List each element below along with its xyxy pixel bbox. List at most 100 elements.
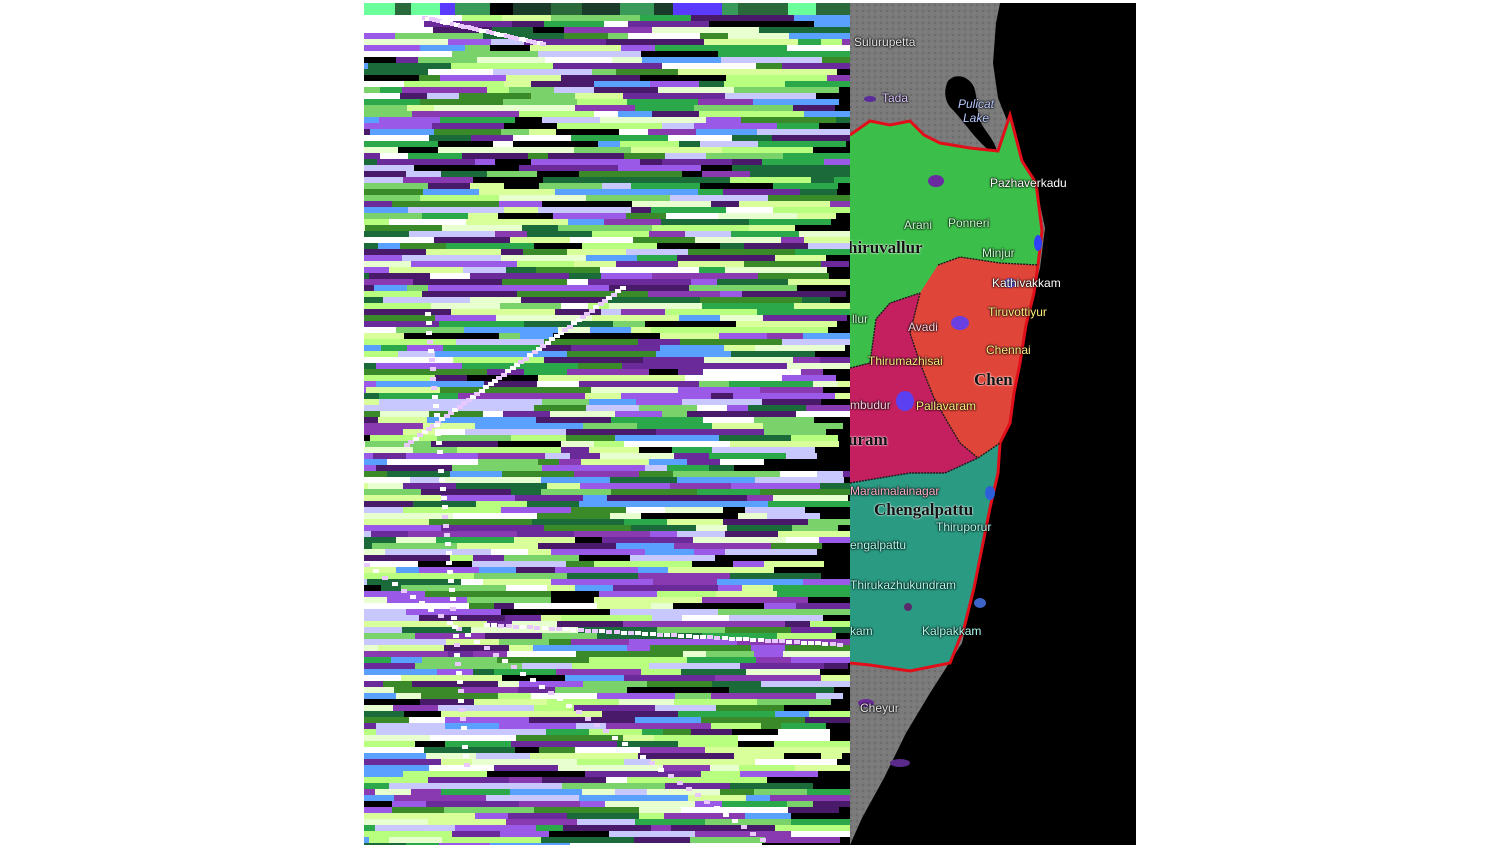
glitch-stripe — [364, 291, 422, 297]
glitch-stripe — [476, 207, 504, 213]
glitch-stripe — [582, 789, 615, 795]
glitch-stripe — [754, 789, 807, 795]
glitch-stripe — [739, 201, 830, 207]
glitch-streak — [472, 27, 478, 31]
glitch-stripe — [623, 93, 725, 99]
glitch-stripe — [575, 93, 623, 99]
glitch-streak — [619, 286, 626, 291]
glitch-stripe — [452, 465, 542, 471]
glitch-stripe — [615, 789, 647, 795]
glitch-stripe — [541, 837, 634, 843]
glitch-stripe — [579, 555, 630, 561]
glitch-stripe — [731, 483, 820, 489]
glitch-stripe — [368, 63, 451, 69]
glitch-stripe — [426, 753, 476, 759]
glitch-stripe — [730, 177, 811, 183]
glitch-stripe — [428, 819, 506, 825]
glitch-streak — [700, 635, 706, 639]
glitch-stripe — [571, 345, 660, 351]
glitch-stripe — [483, 411, 503, 417]
glitch-stripe — [756, 657, 791, 663]
glitch-streak — [692, 634, 699, 639]
glitch-streak — [474, 639, 481, 644]
glitch-stripe — [506, 591, 551, 597]
glitch-stripe — [401, 585, 506, 591]
glitch-stripe — [732, 729, 778, 735]
glitch-streak — [541, 626, 548, 631]
glitch-stripe — [408, 531, 517, 537]
glitch-streak — [454, 23, 460, 27]
glitch-stripe — [770, 51, 850, 57]
glitch-stripe — [796, 411, 850, 417]
glitch-stripe — [534, 243, 582, 249]
glitch-stripe — [617, 741, 678, 747]
glitch-stripe — [364, 645, 378, 651]
glitch-stripe — [441, 525, 544, 531]
glitch-stripe — [512, 621, 557, 627]
glitch-streak — [527, 625, 534, 630]
glitch-stripe — [561, 615, 652, 621]
glitch-streak — [671, 633, 678, 638]
glitch-streak — [676, 780, 683, 785]
glitch-stripe — [802, 297, 830, 303]
glitch-stripe — [364, 15, 462, 21]
glitch-stripe — [474, 699, 547, 705]
glitch-streak — [439, 417, 446, 422]
glitch-stripe — [648, 291, 720, 297]
glitch-stripe — [663, 765, 710, 771]
glitch-stripe — [744, 243, 808, 249]
glitch-stripe — [507, 651, 576, 657]
glitch-stripe — [576, 651, 683, 657]
glitch-streak — [520, 625, 526, 629]
glitch-streak — [520, 671, 527, 676]
glitch-stripe — [453, 357, 544, 363]
glitch-stripe — [594, 441, 624, 447]
glitch-streak — [714, 635, 721, 640]
glitch-streak — [465, 633, 472, 638]
glitch-streak — [449, 597, 456, 602]
glitch-stripe — [575, 585, 613, 591]
glitch-stripe — [403, 771, 487, 777]
glitch-stripe — [364, 633, 415, 639]
glitch-stripe — [697, 489, 760, 495]
glitch-stripe — [565, 675, 624, 681]
glitch-stripe — [785, 81, 850, 87]
glitch-streak — [750, 637, 757, 642]
glitch-stripe — [364, 819, 428, 825]
glitch-stripe — [650, 645, 751, 651]
glitch-stripe — [430, 735, 516, 741]
glitch-stripe — [364, 297, 383, 303]
glitch-stripe — [364, 537, 396, 543]
glitch-stripe — [729, 687, 834, 693]
glitch-stripe — [589, 399, 636, 405]
glitch-stripe — [375, 825, 455, 831]
glitch-streak — [531, 350, 538, 355]
glitch-stripe — [755, 477, 844, 483]
glitch-stripe — [813, 801, 850, 807]
glitch-stripe — [364, 87, 380, 93]
glitch-stripe — [364, 111, 412, 117]
glitch-stripe — [381, 345, 407, 351]
glitch-stripe — [765, 837, 840, 843]
glitch-stripe — [786, 537, 819, 543]
label-minjur: Minjur — [982, 246, 1015, 260]
glitch-streak — [421, 430, 428, 435]
glitch-stripe — [504, 183, 539, 189]
glitch-stripe — [519, 165, 618, 171]
glitch-stripe — [805, 717, 850, 723]
glitch-stripe — [610, 513, 641, 519]
glitch-stripe — [581, 459, 649, 465]
glitch-stripe — [533, 645, 592, 651]
glitch-stripe — [551, 579, 653, 585]
glitch-streak — [430, 423, 437, 428]
glitch-streak — [536, 347, 542, 351]
glitch-stripe — [395, 33, 444, 39]
glitch-stripe — [712, 423, 763, 429]
glitch-stripe — [824, 159, 850, 165]
glitch-stripe — [364, 723, 376, 729]
glitch-stripe — [383, 297, 470, 303]
glitch-band — [440, 3, 455, 15]
glitch-stripe — [438, 705, 534, 711]
glitch-stripe — [679, 141, 700, 147]
map-panel[interactable]: Sulurupetta Tada Pulicat Lake Pazhaverka… — [850, 3, 1136, 845]
